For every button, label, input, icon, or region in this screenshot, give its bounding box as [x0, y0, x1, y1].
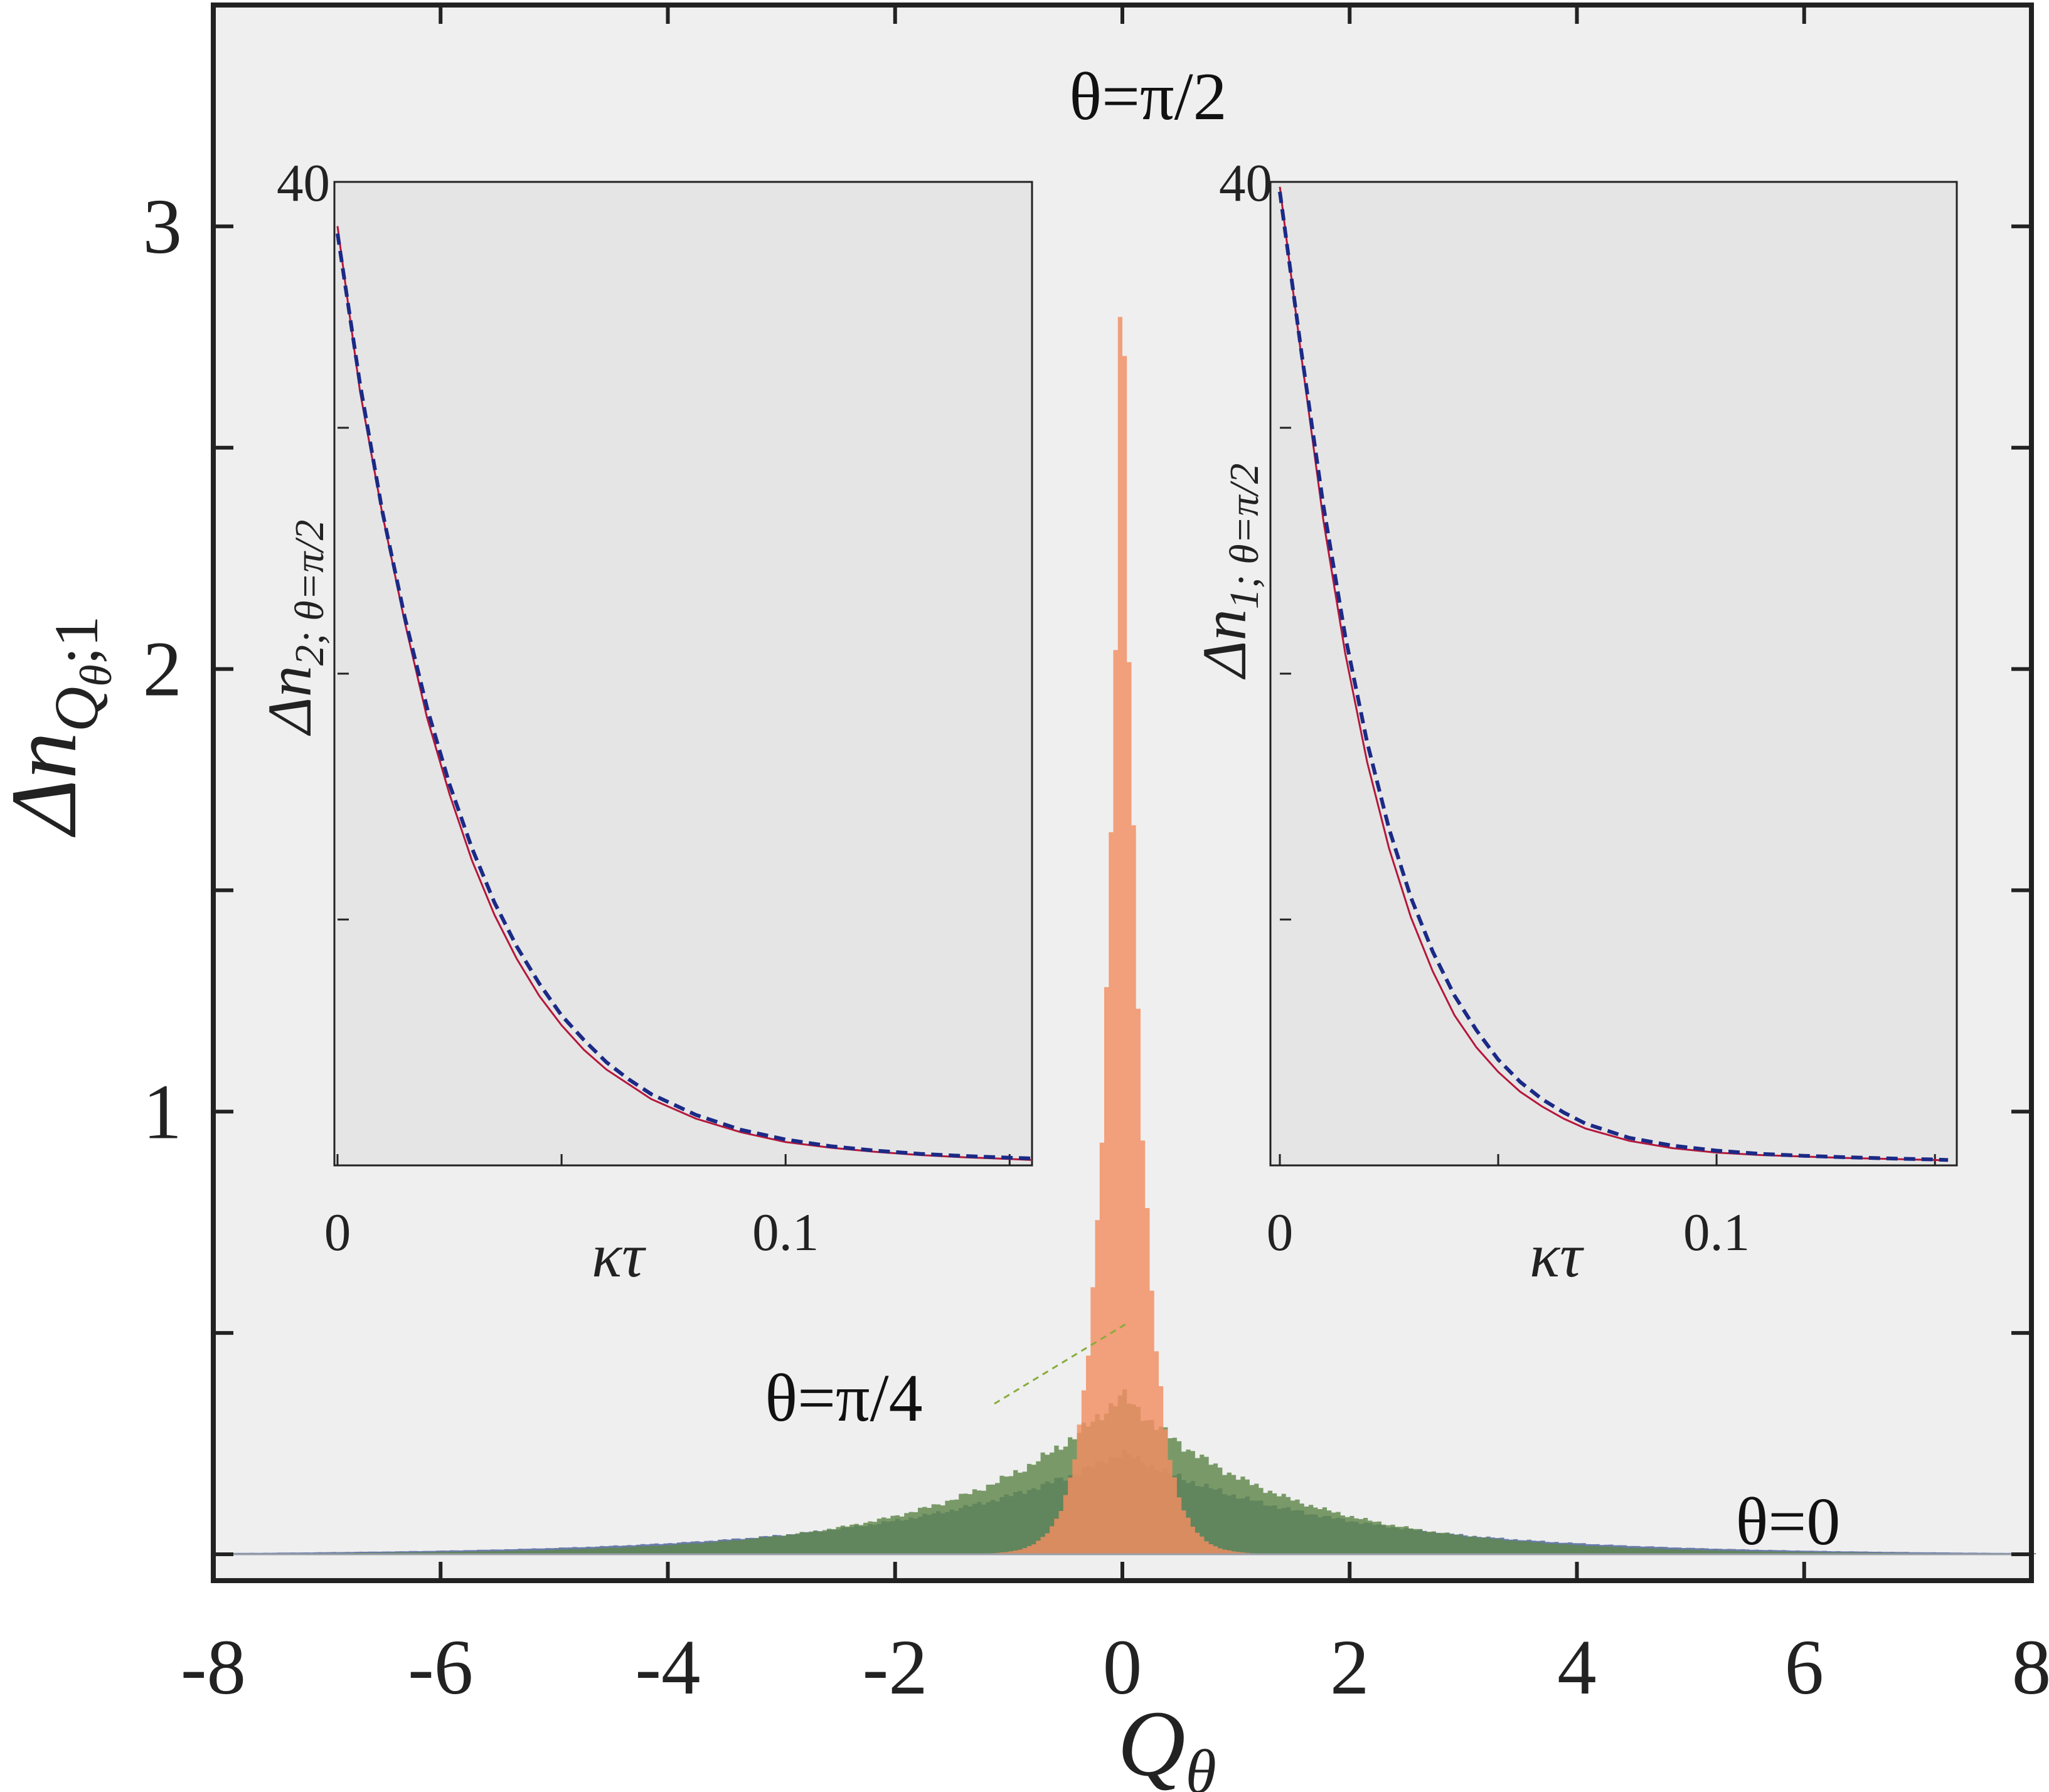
- inset-right-curves: [1278, 186, 1949, 1162]
- inset-left-y-axis-label: Δn2; θ=π/2: [255, 519, 333, 736]
- leader-line: [994, 1323, 1127, 1405]
- x-tick-label: 2: [1330, 1625, 1370, 1711]
- pi-over-4-leader-line: [994, 1323, 1127, 1405]
- y-tick-label: 3: [143, 184, 183, 270]
- inset-right-tick-labels: 0 0.1 40: [1219, 154, 1750, 1262]
- inset-x-tick-label: 0: [1267, 1203, 1294, 1262]
- inset-left-tick-labels: 0 0.1 40: [277, 154, 819, 1262]
- inset-right-ticks: [1279, 181, 1936, 1167]
- main-x-axis-label: Qθ: [1117, 1692, 1216, 1792]
- main-histograms: [213, 317, 2036, 1554]
- inset-right-y-axis-label: Δn1; θ=π/2: [1189, 463, 1267, 680]
- inset-right-background: [1269, 181, 1958, 1167]
- x-tick-label: -2: [863, 1625, 928, 1711]
- x-tick-label: 0: [1103, 1625, 1142, 1711]
- main-y-axis-label: ΔnQθ;1: [0, 616, 121, 837]
- x-tick-label: 6: [1785, 1625, 1824, 1711]
- inset2-series-0: [1279, 186, 1949, 1162]
- inset2-series-1: [1278, 191, 1949, 1162]
- inset-left-background: [333, 181, 1033, 1167]
- main-plot-frame: [211, 3, 2034, 1583]
- annotation-theta-pi-4: θ=π/4: [765, 1361, 922, 1436]
- inset-right-x-axis-label: κτ: [1530, 1221, 1584, 1290]
- inset-x-tick-label: 0.1: [1683, 1203, 1750, 1262]
- x-tick-label: 4: [1557, 1625, 1597, 1711]
- x-tick-label: -4: [635, 1625, 700, 1711]
- main-y-tick-labels: 1 2 3: [143, 184, 183, 1155]
- x-tick-label: 8: [2012, 1625, 2049, 1711]
- inset-left-x-axis-label: κτ: [592, 1221, 646, 1290]
- inset-y-tick-label: 40: [1219, 154, 1272, 213]
- main-x-tick-labels: -8 -6 -4 -2 0 2 4 6 8: [181, 1625, 2049, 1711]
- annotation-theta-pi-2: θ=π/2: [1069, 60, 1227, 134]
- inset-y-tick-label: 40: [277, 154, 330, 213]
- y-tick-label: 2: [143, 627, 183, 713]
- inset1-series-1: [336, 233, 1033, 1160]
- annotation-theta-0: θ=0: [1736, 1485, 1841, 1559]
- y-tick-label: 1: [143, 1069, 183, 1155]
- x-tick-label: -6: [408, 1625, 473, 1711]
- inset-x-tick-label: 0: [324, 1203, 351, 1262]
- inset-left-curves: [336, 226, 1033, 1161]
- inset-left: 0 0.1 40 κτ Δn2; θ=π/2: [255, 154, 1033, 1290]
- histogram-series-2: [940, 317, 1343, 1554]
- inset-right: 0 0.1 40 κτ Δn1; θ=π/2: [1189, 154, 1958, 1290]
- x-tick-label: -8: [181, 1625, 246, 1711]
- inset-x-tick-label: 0.1: [752, 1203, 819, 1262]
